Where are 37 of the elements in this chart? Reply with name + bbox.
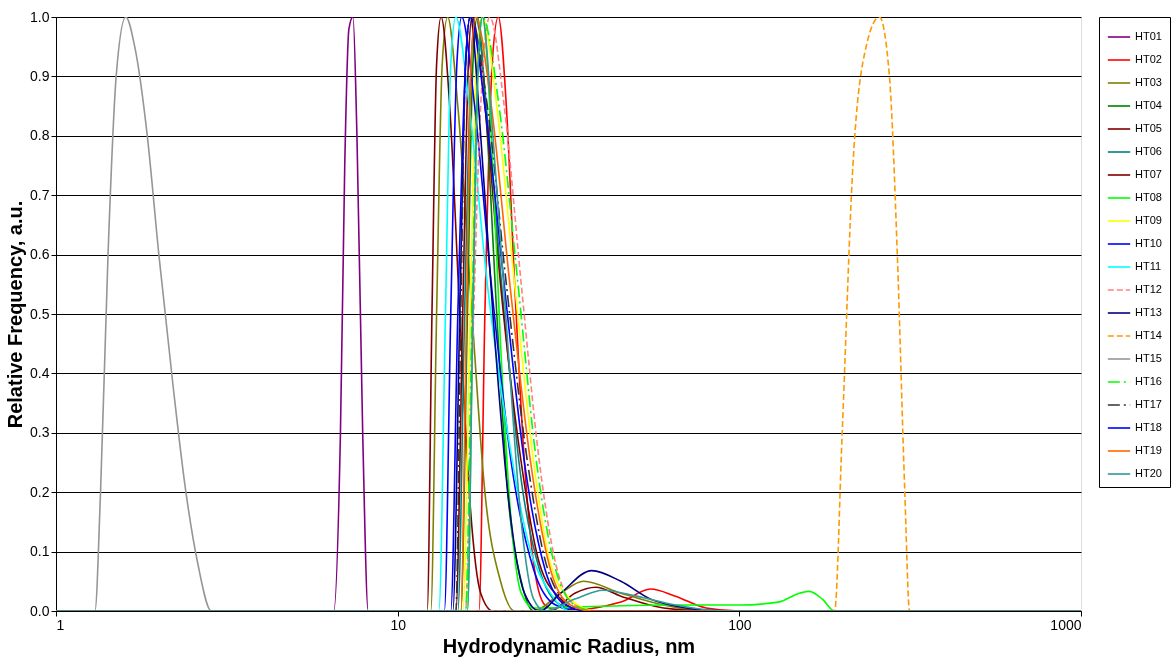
legend-label: HT09 — [1135, 214, 1162, 226]
y-axis-title: Relative Frequency, a.u. — [4, 200, 27, 429]
x-tick-label: 100 — [728, 616, 752, 633]
legend-label: HT03 — [1135, 76, 1162, 88]
legend-label: HT17 — [1135, 398, 1162, 410]
legend-label: HT12 — [1135, 283, 1162, 295]
legend-label: HT05 — [1135, 122, 1162, 134]
y-tick-label: 0.1 — [30, 543, 50, 560]
y-tick-label: 0.8 — [30, 127, 50, 144]
legend-label: HT10 — [1135, 237, 1162, 249]
x-tick-label: 10 — [390, 616, 407, 633]
y-tick-label: 0.9 — [30, 67, 50, 84]
y-tick-label: 0.5 — [30, 305, 50, 322]
y-tick-label: 0.7 — [30, 186, 50, 203]
legend-label: HT20 — [1135, 467, 1162, 479]
legend-label: HT08 — [1135, 191, 1162, 203]
legend-label: HT18 — [1135, 421, 1162, 433]
y-tick-label: 0.0 — [30, 602, 50, 619]
y-tick-label: 0.4 — [30, 364, 50, 381]
y-tick-label: 0.6 — [30, 246, 50, 263]
x-tick-label: 1000 — [1050, 616, 1082, 633]
legend-label: HT01 — [1135, 30, 1162, 42]
y-tick-label: 1.0 — [30, 8, 50, 25]
legend-label: HT19 — [1135, 444, 1162, 456]
legend-label: HT13 — [1135, 306, 1162, 318]
legend-label: HT14 — [1135, 329, 1162, 341]
x-axis-title: Hydrodynamic Radius, nm — [442, 634, 696, 657]
y-tick-label: 0.3 — [30, 424, 50, 441]
legend-label: HT11 — [1135, 260, 1162, 272]
y-tick-label: 0.2 — [30, 483, 50, 500]
x-tick-label: 1 — [56, 616, 65, 633]
legend-label: HT15 — [1135, 352, 1162, 364]
legend-label: HT06 — [1135, 145, 1162, 157]
legend-label: HT07 — [1135, 168, 1162, 180]
legend-label: HT02 — [1135, 53, 1162, 65]
legend-label: HT04 — [1135, 99, 1162, 111]
legend-label: HT16 — [1135, 375, 1162, 387]
